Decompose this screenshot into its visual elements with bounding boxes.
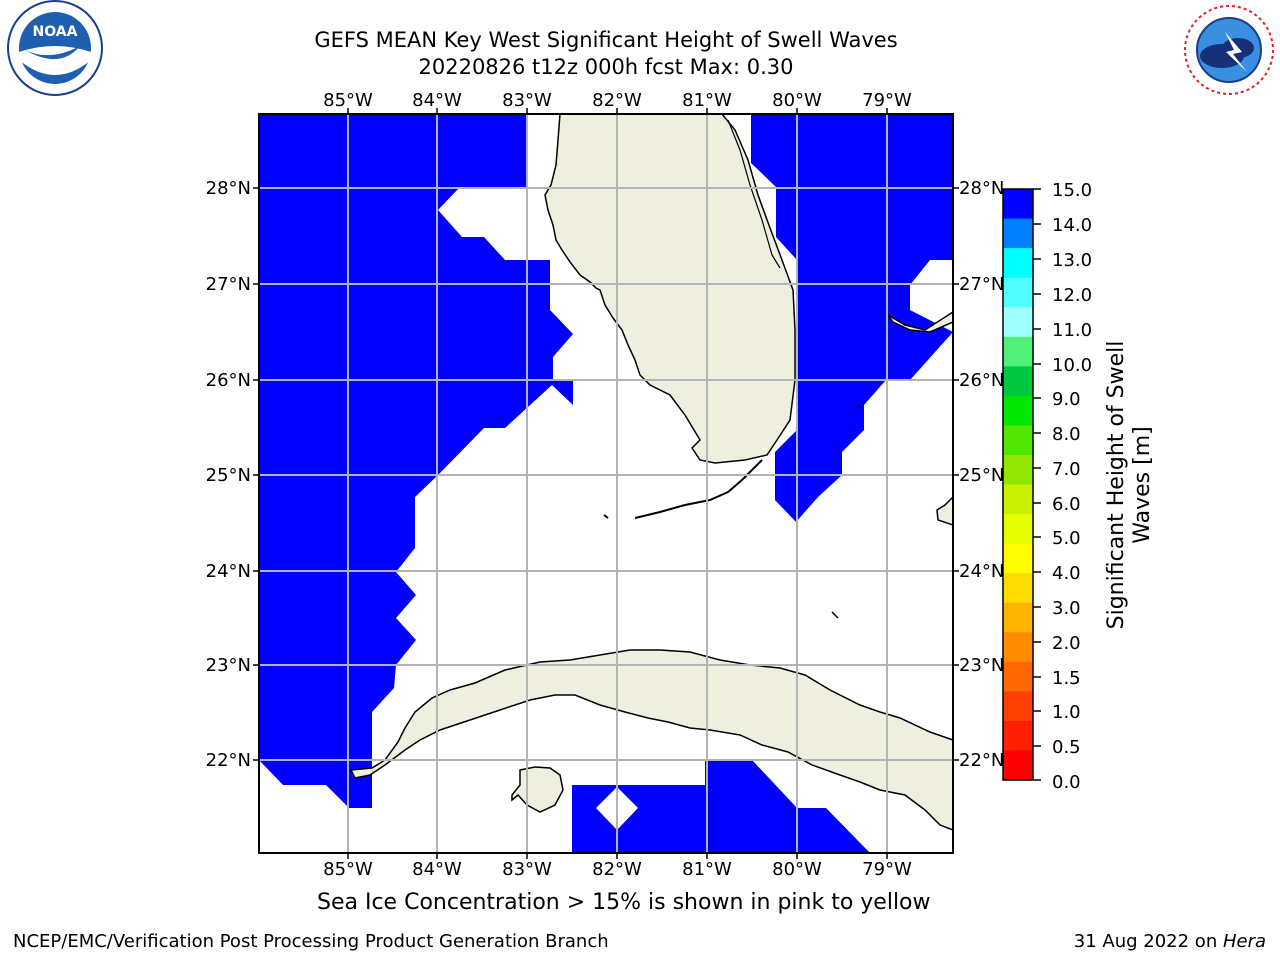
lat-label-left: 22°N [206,750,251,771]
land-bahamas-south [936,495,953,526]
lon-label-bottom: 79°W [862,859,912,880]
lon-label-top: 84°W [412,90,462,111]
colorbar-segment [1003,336,1033,367]
colorbar-tick-label: 0.5 [1052,737,1081,758]
lat-label-right: 23°N [959,655,1004,676]
lon-label-bottom: 82°W [592,859,642,880]
cay-sal [831,611,839,619]
lat-label-left: 23°N [206,655,251,676]
footer-branch: NCEP/EMC/Verification Post Processing Pr… [13,931,609,952]
colorbar-tick-label: 10.0 [1052,355,1092,376]
lon-label-bottom: 84°W [412,859,462,880]
lat-label-left: 28°N [206,178,251,199]
lon-label-top: 82°W [592,90,642,111]
map-title-line2: 20220826 t12z 000h fcst Max: 0.30 [418,55,794,79]
dry-tortugas [603,514,609,519]
colorbar-segment [1003,277,1033,308]
colorbar-segment [1003,543,1033,574]
lat-label-right: 22°N [959,750,1004,771]
colorbar-segment [1003,750,1033,781]
colorbar-tick-label: 6.0 [1052,494,1081,515]
lat-label-right: 24°N [959,561,1004,582]
lon-label-bottom: 80°W [772,859,822,880]
bahamas-key [857,404,863,409]
colorbar-tick-label: 3.0 [1052,598,1081,619]
lat-label-left: 24°N [206,561,251,582]
colorbar-tick-label: 7.0 [1052,459,1081,480]
colorbar-tick-label: 2.0 [1052,633,1081,654]
lat-label-left: 25°N [206,465,251,486]
colorbar-tick-label: 15.0 [1052,180,1092,201]
footer-date-text: 31 Aug 2022 on [1073,931,1223,952]
colorbar [1002,188,1041,781]
colorbar-segment [1003,484,1033,515]
colorbar-segment [1003,454,1033,485]
swell-region-gulf [259,114,573,808]
tick-marks [253,108,959,859]
lon-label-top: 85°W [323,90,373,111]
colorbar-segment [1003,307,1033,338]
indian-river-lagoon [727,119,781,269]
lon-label-top: 80°W [772,90,822,111]
colorbar-segment [1003,189,1033,220]
colorbar-segment [1003,395,1033,426]
colorbar-tick-label: 1.5 [1052,668,1081,689]
lat-label-right: 28°N [959,178,1004,199]
lat-label-right: 25°N [959,465,1004,486]
footer-date: 31 Aug 2022 on Hera [1074,931,1266,952]
colorbar-segment [1003,425,1033,456]
colorbar-segment [1003,602,1033,633]
swell-region-caribbean [572,760,870,853]
colorbar-segment [1003,573,1033,604]
lon-label-top: 79°W [862,90,912,111]
lon-label-bottom: 85°W [323,859,373,880]
colorbar-tick-label: 8.0 [1052,424,1081,445]
nws-logo [1182,3,1276,97]
colorbar-segment [1003,691,1033,722]
colorbar-label-line1: Significant Height of Swell [1104,341,1129,630]
lat-label-right: 26°N [959,370,1004,391]
land-florida [544,114,796,464]
map-title-line1: GEFS MEAN Key West Significant Height of… [314,28,898,52]
colorbar-segment [1003,366,1033,397]
lat-label-left: 26°N [206,370,251,391]
lat-label-left: 27°N [206,274,251,295]
land-isla-juventud [511,766,564,813]
colorbar-segment [1003,720,1033,751]
land-bahamas [887,311,953,333]
colorbar-tick-label: 14.0 [1052,215,1092,236]
colorbar-segment [1003,661,1033,692]
colorbar-tick-label: 0.0 [1052,772,1081,793]
lon-label-bottom: 81°W [682,859,732,880]
florida-keys [634,459,763,519]
graticule [259,114,953,853]
noaa-logo-text: NOAA [33,24,78,40]
colorbar-tick-label: 13.0 [1052,250,1092,271]
colorbar-tick-label: 12.0 [1052,285,1092,306]
footer-host: Hera [1222,931,1266,952]
land-cuba [349,649,953,831]
lon-label-top: 81°W [682,90,732,111]
colorbar-label-line2: Waves [m] [1130,426,1155,543]
colorbar-tick-label: 11.0 [1052,320,1092,341]
colorbar-segment [1003,632,1033,663]
colorbar-tick-label: 5.0 [1052,528,1081,549]
sea-ice-caption: Sea Ice Concentration > 15% is shown in … [317,890,931,915]
lon-label-bottom: 83°W [502,859,552,880]
colorbar-segment [1003,514,1033,545]
colorbar-frame [1002,188,1034,781]
colorbar-tick-label: 9.0 [1052,389,1081,410]
noaa-logo: NOAA [7,0,103,96]
swell-region-atlantic [751,114,953,522]
colorbar-tick-label: 4.0 [1052,563,1081,584]
lat-label-right: 27°N [959,274,1004,295]
colorbar-segment [1003,218,1033,249]
map-frame [258,113,954,854]
lon-label-top: 83°W [502,90,552,111]
colorbar-segment [1003,248,1033,279]
colorbar-tick-label: 1.0 [1052,702,1081,723]
colorbar-ticks: 15.0 14.0 13.0 12.0 11.0 10.0 9.0 8.0 7.… [1052,180,1092,793]
